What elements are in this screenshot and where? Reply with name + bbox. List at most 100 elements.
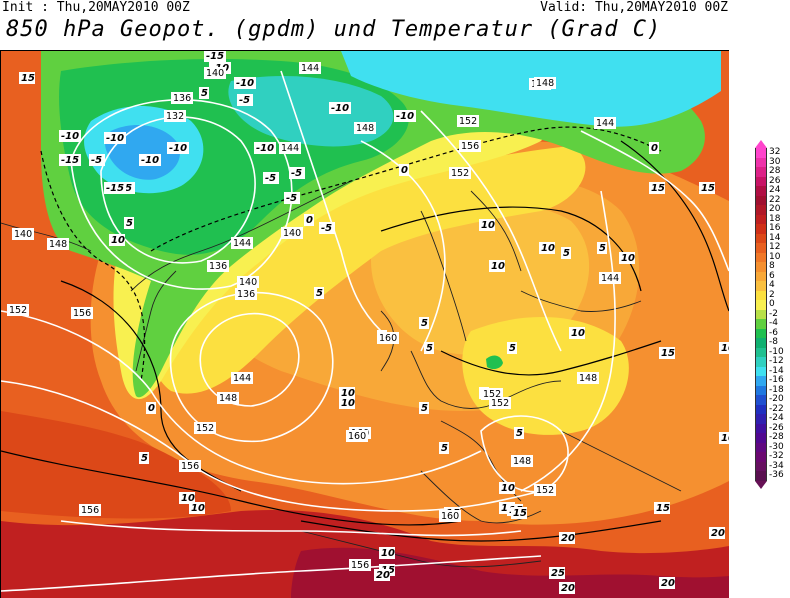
geopotential-label-box bbox=[594, 117, 616, 129]
temperature-label: 5 bbox=[563, 248, 570, 259]
geopotential-label-box bbox=[346, 430, 368, 442]
scale-label: 8 bbox=[769, 261, 775, 271]
temperature-label-box bbox=[654, 502, 670, 514]
temperature-label: -10 bbox=[331, 103, 349, 114]
scale-segment bbox=[755, 471, 767, 481]
temp-cold-spot bbox=[486, 355, 503, 370]
scale-segment bbox=[755, 461, 767, 471]
scale-segment bbox=[755, 167, 767, 177]
temperature-label: 10 bbox=[381, 548, 395, 559]
geopotential-label: 160 bbox=[348, 431, 366, 442]
geopotential-label: 152 bbox=[536, 485, 554, 496]
temperature-label: 20 bbox=[711, 528, 725, 539]
geopotential-label-box bbox=[299, 62, 321, 74]
scale-label: 6 bbox=[769, 270, 775, 281]
scale-segment bbox=[755, 404, 767, 414]
geopotential-label: 156 bbox=[181, 461, 199, 472]
temperature-label: 5 bbox=[426, 343, 433, 354]
scale-segment bbox=[755, 414, 767, 424]
geopotential-label-box bbox=[79, 504, 101, 516]
temperature-label-box bbox=[339, 397, 355, 409]
temperature-label-box bbox=[139, 154, 161, 166]
scale-label: -18 bbox=[769, 384, 784, 395]
temp-band-4 bbox=[371, 202, 590, 355]
temperature-label: 10 bbox=[191, 503, 205, 514]
scale-segment bbox=[755, 366, 767, 376]
temperature-label: 0 bbox=[148, 403, 155, 414]
temperature-label: 10 bbox=[111, 235, 125, 246]
temperature-label-box bbox=[289, 167, 305, 179]
temp-band-14-west bbox=[1, 411, 231, 519]
scale-segment bbox=[755, 281, 767, 291]
temperature-label: 5 bbox=[509, 343, 516, 354]
geopotential-label-box bbox=[231, 237, 253, 249]
temperature-label-box bbox=[561, 247, 571, 259]
valid-time: Valid: Thu,20MAY2010 00Z bbox=[540, 0, 728, 15]
scale-label: -30 bbox=[769, 441, 784, 452]
temperature-label: 10 bbox=[721, 343, 729, 354]
temperature-label-box bbox=[263, 172, 279, 184]
geopotential-labels: 1401441481361321401441481521561361401441… bbox=[7, 62, 621, 571]
scale-label: -4 bbox=[769, 318, 778, 328]
scale-segment bbox=[755, 300, 767, 310]
temperature-label-box bbox=[424, 342, 434, 354]
temperature-label-box bbox=[619, 252, 635, 264]
temp-band-20-south bbox=[291, 547, 729, 598]
geopotential-label: 148 bbox=[579, 373, 597, 384]
temperature-label-box bbox=[514, 427, 524, 439]
temperature-label-box bbox=[124, 217, 134, 229]
geopotential-label-box bbox=[207, 260, 229, 272]
temperature-label-box bbox=[394, 110, 416, 122]
temperature-label-box bbox=[659, 347, 675, 359]
scale-segment bbox=[755, 357, 767, 367]
temperature-label-box bbox=[104, 132, 126, 144]
temperature-label-box bbox=[167, 142, 189, 154]
geopotential-label-box bbox=[235, 288, 257, 300]
geopotential-label: 156 bbox=[73, 308, 91, 319]
temperature-label: 15 bbox=[651, 183, 665, 194]
temperature-label: -10 bbox=[106, 133, 124, 144]
color-scale-legend: 32 30 28 26 24 22 20 18 16 14 12 10 8 6 4 2 0 -2 -4 -6 -8 -10… bbox=[754, 140, 790, 510]
temperature-label-box bbox=[507, 342, 517, 354]
geopotential-label: 132 bbox=[166, 111, 184, 122]
geopotential-label: 144 bbox=[301, 63, 319, 74]
temperature-label-box bbox=[339, 387, 355, 399]
geopotential-label: 140 bbox=[206, 68, 224, 79]
scale-bar bbox=[755, 148, 767, 481]
geopotential-label-box bbox=[377, 332, 399, 344]
temperature-label-box bbox=[649, 142, 659, 154]
scale-top-arrow bbox=[755, 140, 767, 148]
temperature-label: 20 bbox=[561, 583, 575, 594]
scale-segment bbox=[755, 176, 767, 186]
temperature-label: 10 bbox=[541, 243, 555, 254]
scale-label: -24 bbox=[769, 413, 784, 423]
scale-segment bbox=[755, 157, 767, 167]
temperature-label-box bbox=[59, 130, 81, 142]
temperature-label-box bbox=[649, 182, 665, 194]
scale-label: -36 bbox=[769, 470, 784, 480]
temperature-label-box bbox=[719, 342, 729, 354]
temperature-label: 20 bbox=[376, 570, 390, 581]
scale-segment bbox=[755, 271, 767, 281]
temperature-label-box bbox=[89, 154, 105, 166]
geopotential-label-box bbox=[7, 304, 29, 316]
scale-segment bbox=[755, 214, 767, 224]
temperature-label-box bbox=[146, 402, 156, 414]
temperature-label-box bbox=[284, 192, 300, 204]
scale-label: 20 bbox=[769, 204, 781, 214]
geopotential-label-box bbox=[204, 67, 226, 79]
temperature-label: -5 bbox=[239, 95, 250, 106]
scale-label: 26 bbox=[769, 175, 781, 186]
scale-label: -28 bbox=[769, 432, 784, 442]
scale-segment bbox=[755, 309, 767, 319]
scale-segment bbox=[755, 186, 767, 196]
weather-map: 155-10-15-10-5-10-5-15-10-10-15-10-5-5-1… bbox=[0, 50, 729, 598]
scale-label: 10 bbox=[769, 251, 781, 262]
geopotential-label-box bbox=[279, 142, 301, 154]
scale-segment bbox=[755, 385, 767, 395]
temperature-label-box bbox=[499, 482, 515, 494]
scale-label: -6 bbox=[769, 327, 778, 338]
scale-label: 18 bbox=[769, 213, 781, 224]
geopotential-label: 136 bbox=[237, 289, 255, 300]
geopotential-label: 148 bbox=[536, 78, 554, 89]
